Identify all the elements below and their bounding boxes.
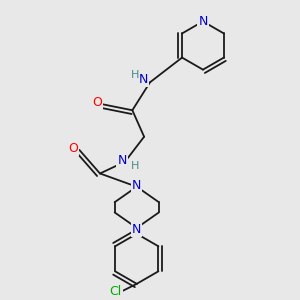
- Text: O: O: [92, 96, 102, 110]
- Text: N: N: [132, 223, 141, 236]
- Text: N: N: [139, 73, 148, 86]
- Text: N: N: [198, 15, 208, 28]
- Text: N: N: [117, 154, 127, 167]
- Text: H: H: [131, 161, 140, 171]
- Text: H: H: [131, 70, 140, 80]
- Text: O: O: [69, 142, 78, 155]
- Text: N: N: [132, 179, 141, 192]
- Text: Cl: Cl: [110, 285, 122, 298]
